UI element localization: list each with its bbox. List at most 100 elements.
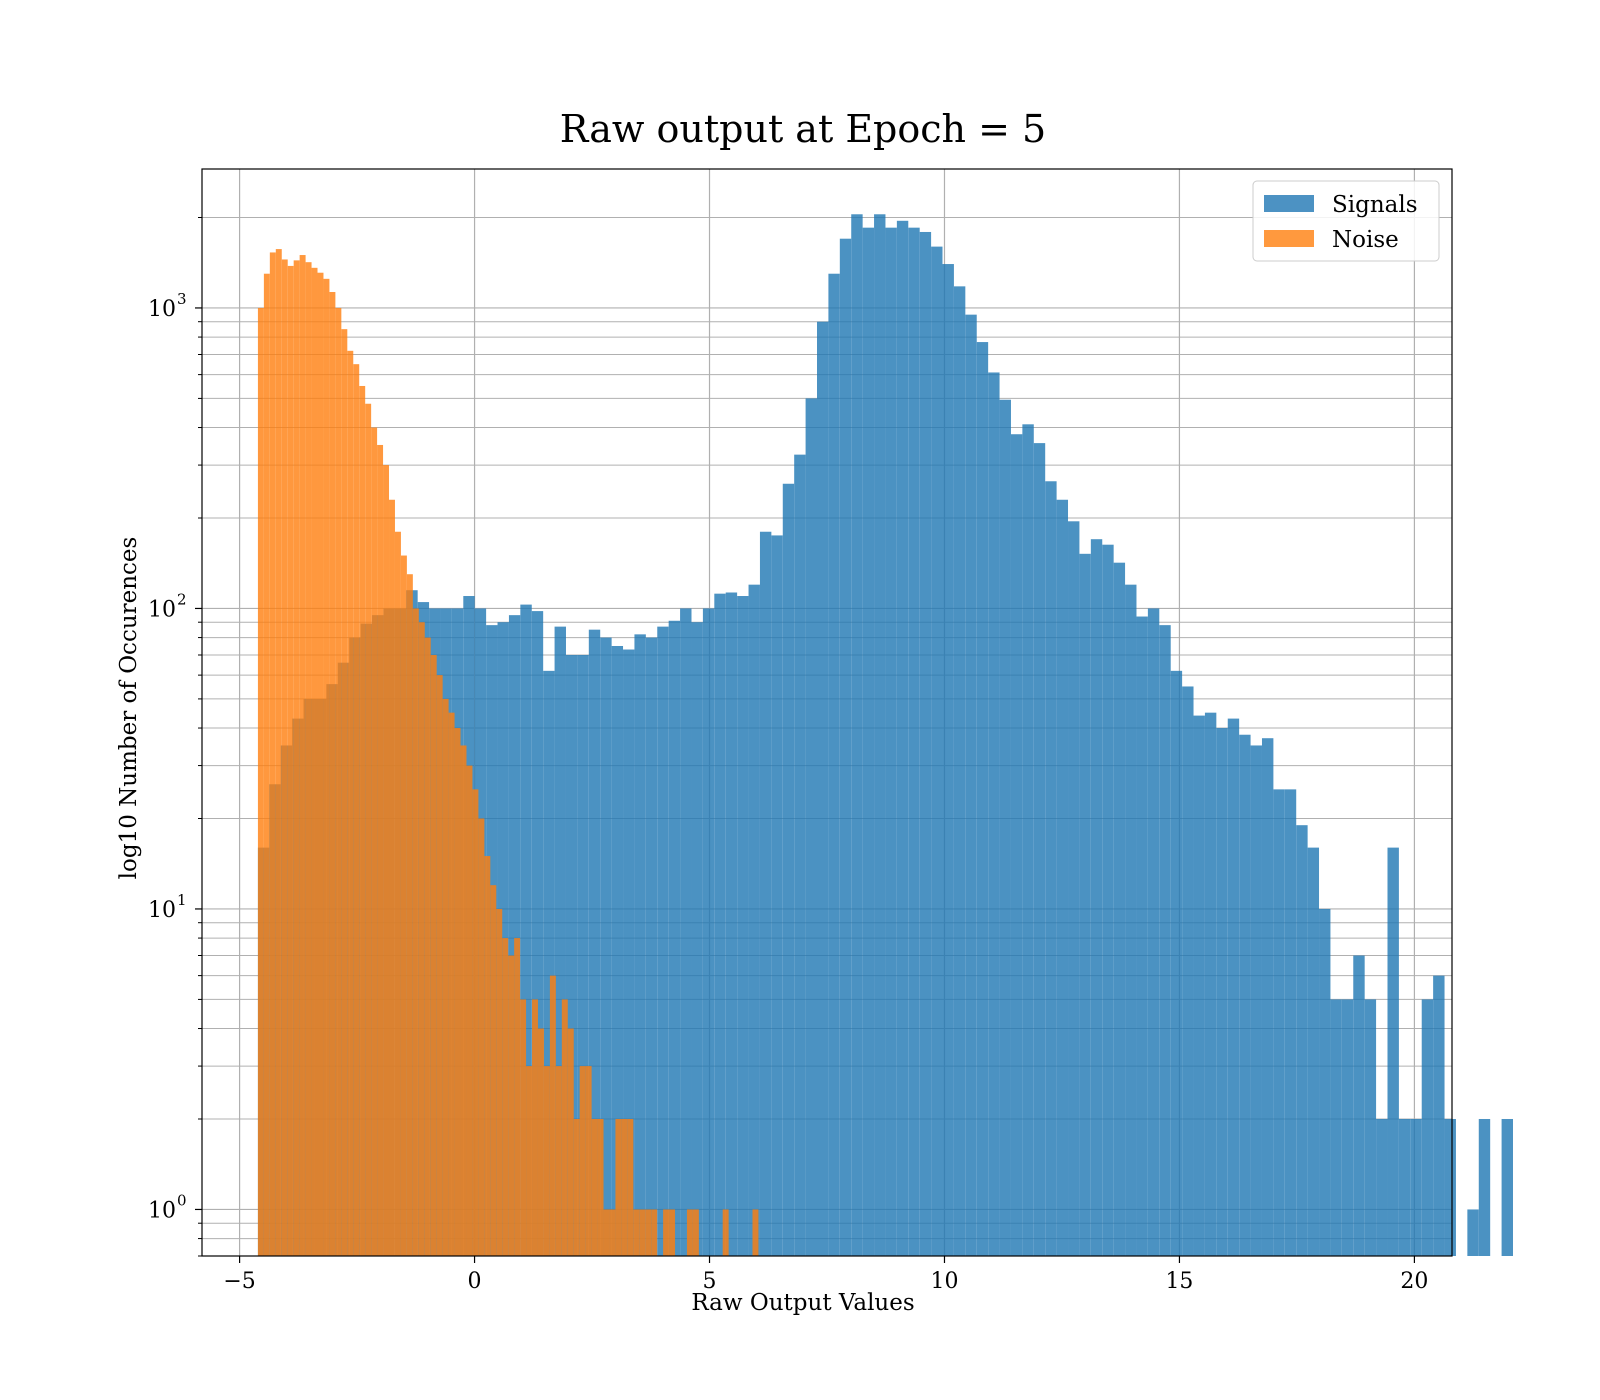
histogram-bar bbox=[329, 292, 336, 1256]
x-tick-label: 10 bbox=[930, 1269, 958, 1294]
histogram-bar bbox=[400, 555, 407, 1256]
histogram-bar bbox=[577, 654, 589, 1256]
histogram-bar bbox=[436, 675, 443, 1256]
histogram-bar bbox=[365, 403, 372, 1256]
chart-title: Raw output at Epoch = 5 bbox=[560, 107, 1046, 151]
legend: Signals Noise bbox=[1252, 180, 1440, 262]
histogram-bar bbox=[1159, 625, 1171, 1256]
histogram-bar bbox=[874, 214, 886, 1257]
histogram-bar bbox=[639, 1209, 646, 1256]
histogram-bar bbox=[752, 1209, 759, 1256]
histogram-bar bbox=[1227, 718, 1240, 1256]
histogram-bar bbox=[771, 535, 783, 1256]
legend-swatch bbox=[1264, 195, 1314, 212]
histogram-bar bbox=[1501, 1118, 1513, 1256]
histogram-bar bbox=[805, 398, 817, 1256]
histogram-bar bbox=[430, 654, 437, 1256]
y-tick-exponent: 3 bbox=[177, 290, 187, 308]
histogram-bar bbox=[782, 483, 795, 1257]
y-tick-exponent: 0 bbox=[177, 1191, 187, 1209]
histogram-bar bbox=[588, 629, 601, 1256]
histogram-bar bbox=[478, 818, 485, 1256]
histogram-bar bbox=[1307, 847, 1320, 1256]
x-tick-label: −5 bbox=[223, 1269, 255, 1294]
histogram-bar bbox=[418, 622, 425, 1256]
histogram-bar bbox=[1170, 670, 1183, 1256]
histogram-bar bbox=[287, 265, 294, 1256]
histogram-bar bbox=[520, 604, 532, 1256]
histogram-bar bbox=[424, 637, 431, 1256]
histogram-bar bbox=[817, 321, 829, 1256]
y-axis-label: log10 Number of Occurences bbox=[116, 537, 142, 880]
histogram-bar bbox=[1284, 789, 1297, 1256]
histogram-bar bbox=[1250, 745, 1262, 1256]
y-tick-label: 10 bbox=[148, 597, 176, 622]
histogram-bar bbox=[1182, 686, 1194, 1256]
histogram-bar bbox=[317, 272, 324, 1256]
histogram-bar bbox=[611, 645, 624, 1256]
histogram-bar bbox=[651, 1209, 658, 1256]
legend-swatch bbox=[1264, 230, 1314, 247]
histogram-bar bbox=[502, 938, 509, 1256]
x-axis-label: Raw Output Values bbox=[691, 1290, 914, 1316]
histogram-bar bbox=[615, 1118, 622, 1256]
histogram-bar bbox=[988, 372, 1000, 1256]
histogram-bar bbox=[412, 608, 419, 1256]
histogram-bar bbox=[565, 654, 578, 1256]
histogram-bar bbox=[555, 1066, 562, 1256]
histogram-bar bbox=[600, 637, 612, 1256]
x-tick-label: 20 bbox=[1400, 1269, 1428, 1294]
histogram-bar bbox=[1010, 434, 1023, 1256]
histogram-bar bbox=[460, 745, 467, 1256]
legend-label: Noise bbox=[1332, 227, 1399, 253]
histogram-bar bbox=[603, 1209, 610, 1256]
histogram-bar bbox=[281, 259, 288, 1257]
histogram-bar bbox=[1376, 1118, 1388, 1256]
histogram-bar bbox=[532, 999, 538, 1256]
histogram-bar bbox=[484, 856, 491, 1256]
y-tick-label: 10 bbox=[148, 1198, 176, 1223]
histogram-bar bbox=[549, 975, 556, 1256]
legend-label: Signals bbox=[1332, 192, 1418, 218]
histogram-bar bbox=[1421, 999, 1434, 1256]
histogram-bar bbox=[1364, 999, 1377, 1256]
histogram-bar bbox=[669, 1209, 676, 1256]
histogram-bar bbox=[466, 765, 473, 1256]
histogram-bar bbox=[531, 611, 544, 1256]
histogram-bar bbox=[454, 728, 461, 1256]
histogram-bar bbox=[567, 1028, 574, 1256]
histogram-bar bbox=[1045, 481, 1057, 1256]
histogram-bar bbox=[862, 227, 875, 1257]
histogram-bar bbox=[931, 246, 943, 1256]
histogram-bar bbox=[496, 908, 503, 1256]
histogram-bars bbox=[257, 214, 1513, 1257]
plot-area-frame bbox=[201, 168, 1453, 1257]
histogram-bar bbox=[514, 938, 521, 1256]
histogram-bar bbox=[406, 574, 413, 1256]
histogram-bar bbox=[389, 499, 395, 1256]
histogram-bar bbox=[999, 399, 1011, 1256]
histogram-bar bbox=[591, 1118, 598, 1256]
histogram-bar bbox=[305, 262, 312, 1256]
histogram-bar bbox=[1193, 715, 1205, 1256]
histogram-bar bbox=[942, 264, 954, 1256]
histogram-bar bbox=[1204, 712, 1217, 1256]
histogram-bar bbox=[263, 273, 270, 1256]
histogram-bar bbox=[919, 231, 932, 1256]
histogram-bar bbox=[1261, 738, 1274, 1256]
histogram-bar bbox=[579, 1066, 586, 1256]
histogram-bar bbox=[1341, 999, 1354, 1256]
y-tick-label: 10 bbox=[148, 898, 176, 923]
histogram-bar bbox=[269, 252, 276, 1256]
histogram-bar bbox=[585, 1066, 592, 1256]
histogram-bar bbox=[896, 220, 909, 1256]
y-tick-exponent: 2 bbox=[177, 590, 187, 608]
histogram-bar bbox=[1410, 1118, 1422, 1256]
histogram-bar bbox=[520, 999, 527, 1256]
histogram-bar bbox=[275, 249, 282, 1256]
histogram-bar bbox=[1444, 1118, 1456, 1256]
histogram-bar bbox=[573, 1118, 580, 1256]
histogram-bar bbox=[908, 227, 920, 1257]
histogram-bar bbox=[1102, 544, 1114, 1256]
